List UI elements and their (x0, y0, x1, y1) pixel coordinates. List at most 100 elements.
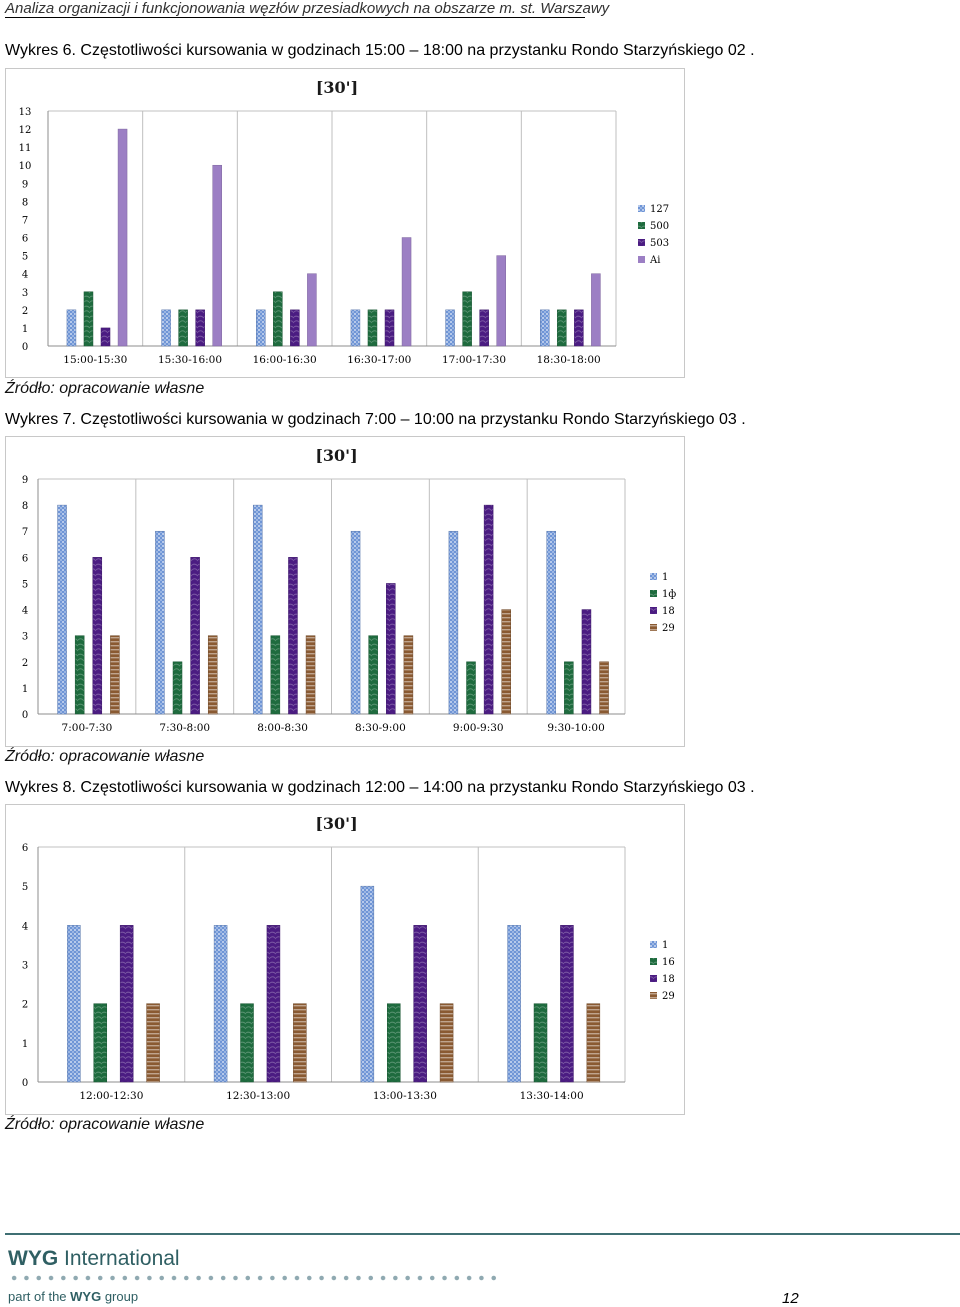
bar-1ф-9:00-9:30 (466, 661, 476, 715)
legend-swatch (638, 205, 645, 212)
bar-29-8:00-8:30 (305, 635, 316, 715)
y-tick-label: 10 (19, 161, 32, 172)
bar-18-8:00-8:30 (288, 557, 298, 715)
y-tick-label: 2 (22, 306, 28, 317)
bar-29-13:00-13:30 (439, 1003, 454, 1083)
legend-label: 29 (662, 623, 675, 634)
figure-7-caption: Wykres 7. Częstotliwości kursowania w go… (5, 411, 746, 428)
bar-127-18:30-18:00 (540, 309, 550, 347)
y-tick-label: 5 (22, 579, 28, 590)
y-tick-label: 1 (22, 1039, 28, 1050)
y-tick-label: 5 (22, 882, 28, 893)
page-number: 12 (782, 1290, 799, 1307)
figure-6-caption: Wykres 6. Częstotliwości kursowania w go… (5, 42, 755, 59)
y-tick-label: 1 (22, 684, 28, 695)
bar-16-13:30-14:00 (533, 1003, 548, 1083)
bar-1ф-7:30-8:00 (172, 661, 183, 715)
x-category-label: 7:30-8:00 (159, 722, 210, 734)
legend-label: 503 (650, 238, 669, 249)
bar-503-16:00-16:30 (290, 309, 300, 347)
x-category-label: 8:30-9:00 (355, 722, 406, 734)
bar-18-7:00-7:30 (92, 557, 103, 715)
bar-127-17:00-17:30 (445, 309, 455, 347)
bar-503-15:30-16:00 (195, 309, 205, 347)
bar-29-13:30-14:00 (586, 1003, 601, 1083)
bar-16-12:00-12:30 (93, 1003, 108, 1083)
figure-7-chart: [30'] 0 1 2 3 4 5 6 7 8 9 7:00-7:30 7:30-8:00 8:00-8:… (5, 436, 685, 747)
y-tick-label: 4 (22, 270, 28, 281)
bar-18-12:30-13:00 (266, 925, 281, 1083)
x-category-label: 15:00-15:30 (63, 354, 127, 366)
running-header: Analiza organizacji i funkcjonowania węz… (5, 0, 610, 18)
bar-1-13:30-14:00 (507, 925, 521, 1083)
legend-swatch (650, 941, 657, 948)
y-tick-label: 2 (22, 658, 28, 669)
y-tick-label: 5 (22, 252, 28, 263)
footer-rule (5, 1233, 960, 1235)
bar-127-15:00-15:30 (66, 309, 77, 347)
legend-label: 18 (662, 974, 675, 985)
bar-127-15:30-16:00 (161, 309, 171, 347)
y-tick-label: 3 (22, 288, 28, 299)
y-tick-label: 12 (19, 125, 32, 136)
figure-8-svg: [30'] 0 1 2 3 4 5 6 12:00-12:30 12:30-13:00 13:00-… (22, 814, 675, 1102)
figure-6-chart: [30'] 0 1 2 3 4 5 6 7 8 9 10 11 12 13 15:00-15:30 15:30-… (5, 68, 685, 378)
bar-503-17:00-17:30 (479, 309, 489, 347)
legend-label: 500 (650, 221, 669, 232)
chart-6-title: [30'] (316, 78, 358, 97)
bar-Ai-15:30-16:00 (212, 164, 222, 347)
part-of-bold: WYG (70, 1289, 102, 1304)
legend-label: Ai (649, 255, 660, 266)
bar-18-8:30-9:00 (386, 583, 396, 715)
y-tick-label: 3 (22, 632, 28, 643)
bar-18-12:00-12:30 (119, 925, 134, 1083)
y-tick-label: 4 (22, 921, 28, 932)
y-tick-label: 3 (22, 961, 28, 972)
legend-swatch (650, 607, 657, 614)
y-tick-label: 1 (22, 324, 28, 335)
legend-label: 127 (650, 204, 669, 215)
bar-Ai-16:30-17:00 (401, 237, 412, 347)
chart-8-title: [30'] (315, 814, 357, 833)
y-tick-label: 4 (22, 606, 28, 617)
x-category-label: 17:00-17:30 (442, 354, 506, 366)
bar-29-9:30-10:00 (599, 661, 609, 715)
bar-Ai-16:00-16:30 (307, 273, 317, 347)
x-category-label: 13:30-14:00 (520, 1090, 584, 1102)
bar-1-7:00-7:30 (57, 504, 67, 715)
bar-127-16:00-16:30 (256, 309, 266, 347)
x-category-label: 8:00-8:30 (257, 722, 308, 734)
legend-swatch (650, 975, 657, 982)
bar-1-7:30-8:00 (155, 530, 165, 715)
x-category-label: 16:00-16:30 (253, 354, 317, 366)
y-tick-label: 7 (22, 527, 28, 538)
y-tick-label: 8 (22, 501, 28, 512)
x-category-label: 7:00-7:30 (62, 722, 113, 734)
x-category-label: 18:30-18:00 (537, 354, 601, 366)
y-tick-label: 0 (22, 342, 28, 353)
bar-1-13:00-13:30 (360, 885, 375, 1083)
figure-6-source: Źródło: opracowanie własne (5, 380, 205, 397)
part-of-prefix: part of the (8, 1289, 71, 1304)
y-tick-label: 0 (22, 710, 28, 721)
legend-swatch (638, 222, 645, 229)
bar-1-12:30-13:00 (213, 925, 228, 1083)
y-tick-label: 9 (22, 475, 28, 486)
bar-18-7:30-8:00 (190, 557, 200, 715)
bar-1-9:00-9:30 (448, 530, 459, 715)
bar-500-16:00-16:30 (273, 291, 283, 347)
x-category-label: 9:30-10:00 (547, 722, 604, 734)
x-category-label: 15:30-16:00 (158, 354, 222, 366)
y-tick-label: 9 (22, 179, 28, 190)
y-tick-label: 0 (22, 1078, 28, 1089)
bar-503-16:30-17:00 (384, 309, 395, 347)
y-tick-label: 11 (19, 143, 32, 154)
bar-1ф-9:30-10:00 (564, 661, 574, 715)
bar-503-15:00-15:30 (100, 327, 111, 347)
bar-127-16:30-17:00 (350, 309, 361, 347)
bar-29-12:30-13:00 (293, 1003, 307, 1083)
bar-1-8:00-8:30 (252, 504, 263, 715)
x-category-label: 13:00-13:30 (373, 1090, 437, 1102)
legend-swatch (650, 992, 657, 999)
